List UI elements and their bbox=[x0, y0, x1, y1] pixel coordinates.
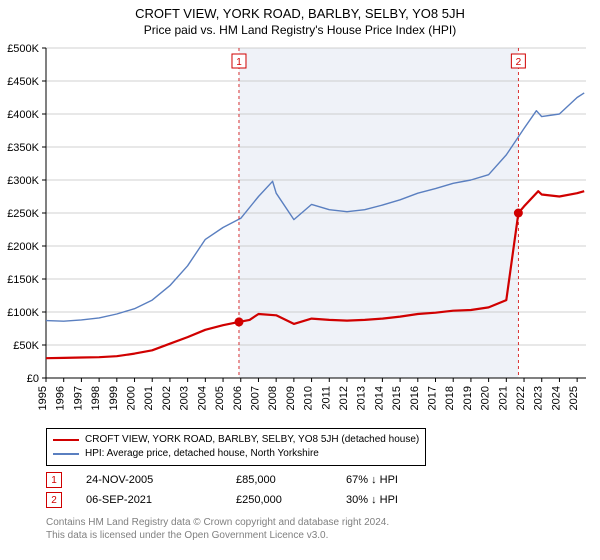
svg-text:2016: 2016 bbox=[409, 386, 421, 410]
svg-text:2009: 2009 bbox=[285, 386, 297, 410]
svg-text:2015: 2015 bbox=[391, 386, 403, 410]
svg-text:2000: 2000 bbox=[126, 386, 138, 410]
svg-text:2013: 2013 bbox=[356, 386, 368, 410]
svg-text:£200K: £200K bbox=[7, 241, 39, 253]
chart-title: CROFT VIEW, YORK ROAD, BARLBY, SELBY, YO… bbox=[0, 0, 600, 21]
svg-text:1: 1 bbox=[236, 57, 242, 68]
svg-text:2: 2 bbox=[516, 57, 522, 68]
svg-text:2023: 2023 bbox=[533, 386, 545, 410]
svg-text:£500K: £500K bbox=[7, 43, 39, 55]
svg-text:£300K: £300K bbox=[7, 175, 39, 187]
transaction-price: £85,000 bbox=[236, 474, 346, 486]
footer-attribution: Contains HM Land Registry data © Crown c… bbox=[46, 516, 389, 542]
svg-text:2006: 2006 bbox=[232, 386, 244, 410]
transaction-diff: 67% ↓ HPI bbox=[346, 474, 466, 486]
svg-text:1995: 1995 bbox=[37, 386, 49, 410]
svg-text:2020: 2020 bbox=[480, 386, 492, 410]
svg-text:2011: 2011 bbox=[320, 386, 332, 410]
transaction-date: 06-SEP-2021 bbox=[86, 494, 236, 506]
svg-text:2008: 2008 bbox=[267, 386, 279, 410]
svg-text:2012: 2012 bbox=[338, 386, 350, 410]
svg-text:£100K: £100K bbox=[7, 307, 39, 319]
svg-text:2010: 2010 bbox=[303, 386, 315, 410]
legend-item: CROFT VIEW, YORK ROAD, BARLBY, SELBY, YO… bbox=[53, 433, 419, 447]
svg-text:2003: 2003 bbox=[179, 386, 191, 410]
svg-text:£400K: £400K bbox=[7, 109, 39, 121]
legend: CROFT VIEW, YORK ROAD, BARLBY, SELBY, YO… bbox=[46, 428, 426, 466]
svg-text:£0: £0 bbox=[27, 373, 39, 385]
svg-text:2004: 2004 bbox=[196, 386, 208, 410]
svg-text:2022: 2022 bbox=[515, 386, 527, 410]
svg-text:£450K: £450K bbox=[7, 76, 39, 88]
svg-text:2018: 2018 bbox=[444, 386, 456, 410]
legend-label: CROFT VIEW, YORK ROAD, BARLBY, SELBY, YO… bbox=[85, 433, 419, 447]
transaction-badge: 1 bbox=[46, 472, 62, 488]
chart-subtitle: Price paid vs. HM Land Registry's House … bbox=[0, 21, 600, 37]
legend-swatch bbox=[53, 453, 79, 455]
svg-text:2019: 2019 bbox=[462, 386, 474, 410]
svg-text:£150K: £150K bbox=[7, 274, 39, 286]
svg-text:1999: 1999 bbox=[108, 386, 120, 410]
svg-text:2005: 2005 bbox=[214, 386, 226, 410]
legend-swatch bbox=[53, 439, 79, 442]
chart-plot: £0£50K£100K£150K£200K£250K£300K£350K£400… bbox=[46, 48, 586, 418]
transaction-diff: 30% ↓ HPI bbox=[346, 494, 466, 506]
footer-line-2: This data is licensed under the Open Gov… bbox=[46, 529, 389, 542]
transaction-date: 24-NOV-2005 bbox=[86, 474, 236, 486]
transaction-row: 2 06-SEP-2021£250,00030% ↓ HPI bbox=[46, 490, 466, 510]
transaction-row: 1 24-NOV-2005£85,00067% ↓ HPI bbox=[46, 470, 466, 490]
legend-item: HPI: Average price, detached house, Nort… bbox=[53, 447, 419, 461]
svg-text:2017: 2017 bbox=[427, 386, 439, 410]
svg-text:2021: 2021 bbox=[497, 386, 509, 410]
svg-text:2025: 2025 bbox=[568, 386, 580, 410]
svg-text:2002: 2002 bbox=[161, 386, 173, 410]
svg-text:£250K: £250K bbox=[7, 208, 39, 220]
svg-text:2007: 2007 bbox=[249, 386, 261, 410]
transactions-table: 1 24-NOV-2005£85,00067% ↓ HPI 2 06-SEP-2021… bbox=[46, 470, 466, 510]
transaction-badge: 2 bbox=[46, 492, 62, 508]
svg-text:£50K: £50K bbox=[13, 340, 39, 352]
legend-label: HPI: Average price, detached house, Nort… bbox=[85, 447, 319, 461]
svg-text:1997: 1997 bbox=[72, 386, 84, 410]
transaction-price: £250,000 bbox=[236, 494, 346, 506]
svg-text:2014: 2014 bbox=[373, 386, 385, 410]
footer-line-1: Contains HM Land Registry data © Crown c… bbox=[46, 516, 389, 529]
svg-text:1998: 1998 bbox=[90, 386, 102, 410]
svg-text:£350K: £350K bbox=[7, 142, 39, 154]
svg-text:2024: 2024 bbox=[550, 386, 562, 410]
svg-text:1996: 1996 bbox=[55, 386, 67, 410]
svg-text:2001: 2001 bbox=[143, 386, 155, 410]
